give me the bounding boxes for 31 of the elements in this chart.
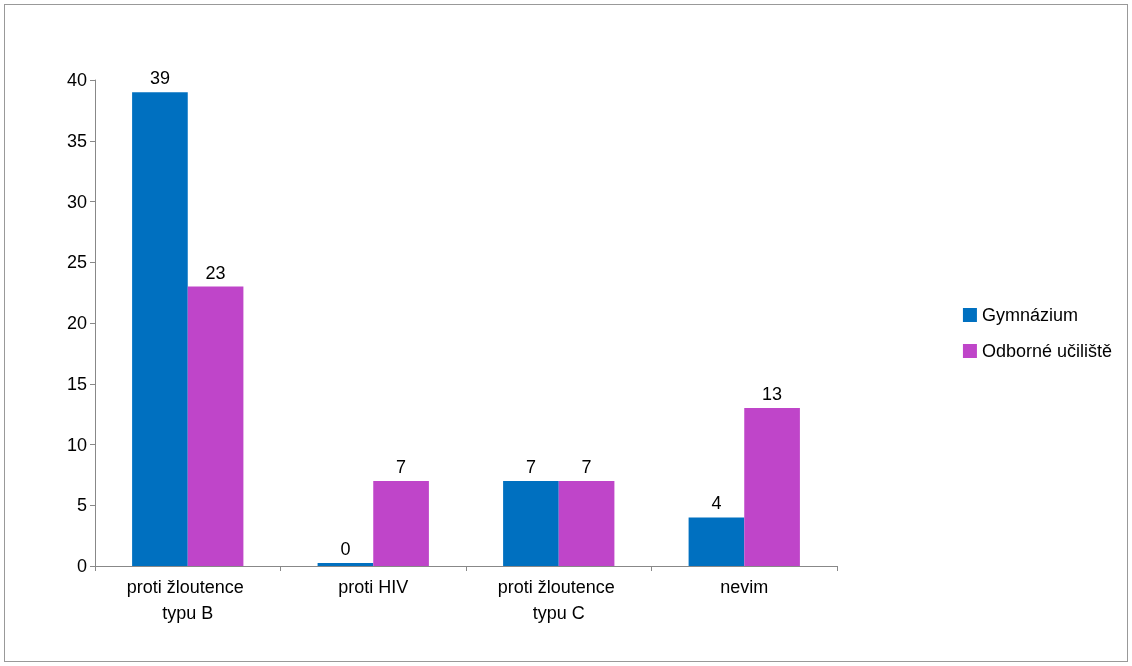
x-tick-label: proti HIV: [338, 577, 409, 597]
data-label: 7: [396, 456, 407, 477]
y-tick-label: 30: [66, 191, 87, 212]
data-label: 4: [711, 493, 722, 514]
bar: [187, 286, 244, 566]
data-label: 13: [762, 384, 783, 405]
data-label: 0: [340, 539, 351, 559]
bar: [317, 563, 374, 566]
y-tick-label: 5: [76, 495, 87, 516]
y-tick-label: 20: [66, 313, 87, 333]
bar: [688, 517, 745, 566]
bar: [132, 92, 188, 566]
legend-label: Odborné učiliště: [981, 341, 1113, 361]
x-tick-label: proti žloutence typu C: [497, 577, 620, 623]
y-tick-label: 0: [76, 556, 87, 576]
bar: [503, 480, 559, 566]
y-tick-label: 35: [66, 130, 87, 151]
y-tick-label: 25: [66, 252, 87, 273]
data-label: 39: [149, 68, 170, 89]
y-tick-label: 15: [66, 373, 87, 394]
data-label: 7: [525, 456, 536, 477]
y-tick-label: 10: [66, 434, 87, 455]
bar: [744, 408, 800, 566]
legend-label: Gymnázium: [981, 305, 1078, 325]
y-tick-label: 40: [66, 70, 87, 90]
data-label: 23: [205, 262, 226, 283]
bar: [558, 480, 615, 566]
x-tick-label: proti žloutence typu B: [126, 577, 249, 623]
x-tick-label: nevim: [720, 577, 769, 597]
data-label: 7: [581, 456, 592, 477]
bar: [373, 480, 429, 566]
